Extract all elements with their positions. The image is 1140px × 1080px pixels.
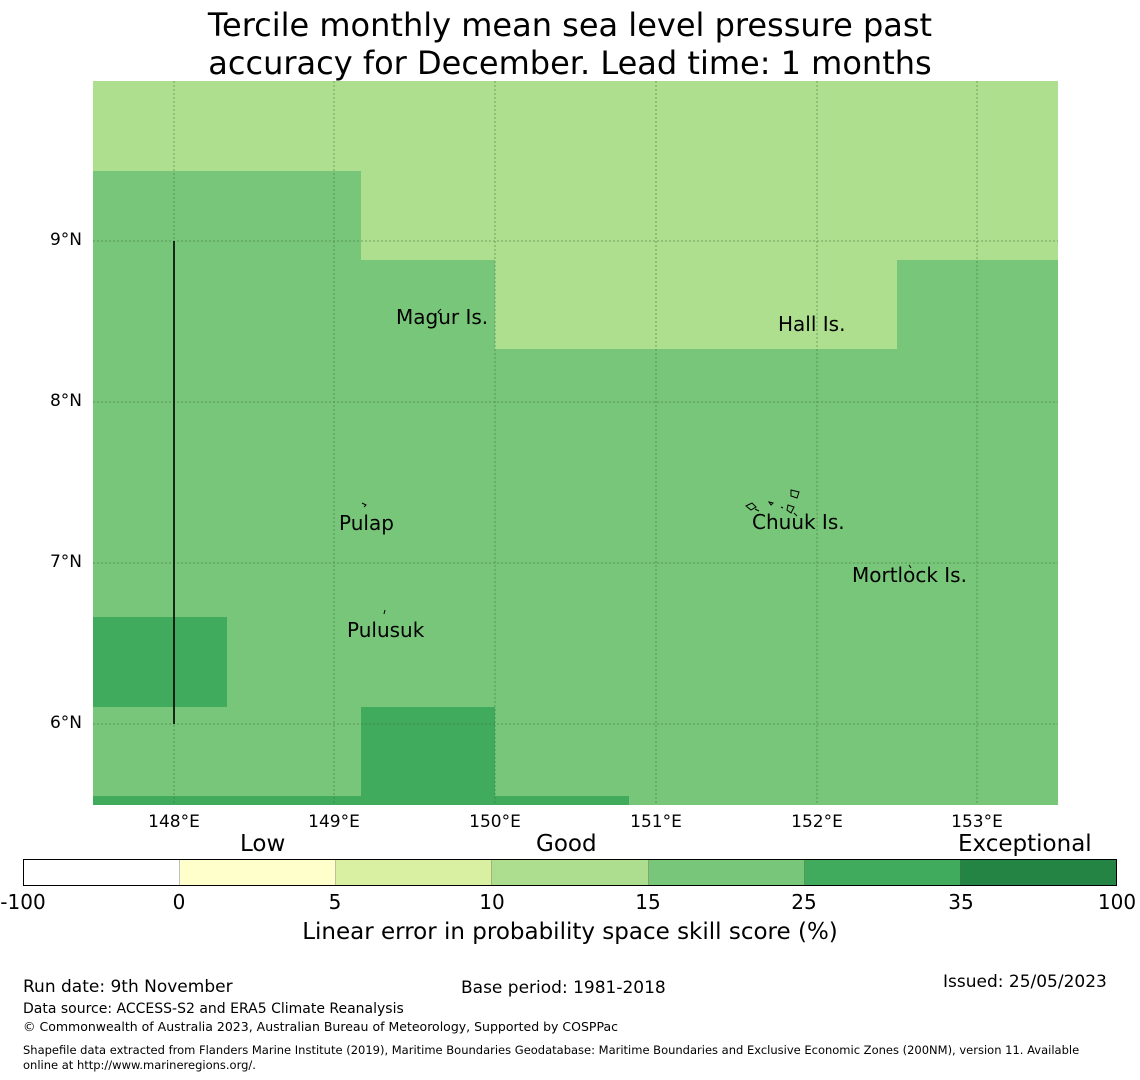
lat-label-9n: 9°N: [49, 230, 82, 250]
island-chuuk-reef: [745, 489, 800, 517]
gridlines: [93, 81, 1058, 805]
region-skill-15-25-bottom-right: [629, 796, 1058, 805]
colorbar-category-exceptional: Exceptional: [958, 831, 1092, 857]
chart-title: Tercile monthly mean sea level pressure …: [0, 6, 1140, 82]
colorbar-category-good: Good: [536, 831, 597, 857]
copyright-notice: © Commonwealth of Australia 2023, Austra…: [23, 1019, 618, 1034]
lon-label-150e: 150°E: [469, 812, 521, 832]
colorbar-category-low: Low: [240, 831, 286, 857]
island-pulap: [361, 502, 367, 508]
shapefile-credit-line-1: Shapefile data extracted from Flanders M…: [23, 1043, 1080, 1057]
lon-label-153e: 153°E: [951, 812, 1003, 832]
place-label-mortlock: Mortlock Is.: [852, 563, 967, 587]
title-line-2: accuracy for December. Lead time: 1 mont…: [208, 44, 932, 82]
place-label-pulusuk: Pulusuk: [347, 618, 425, 642]
colorbar-segment-neg100-0: [24, 860, 181, 885]
colorbar-segment-0-5: [180, 860, 337, 885]
region-skill-25-35-southwest: [93, 617, 227, 707]
colorbar-label: Linear error in probability space skill …: [302, 919, 838, 945]
base-period: Base period: 1981-2018: [461, 978, 666, 998]
map-canvas: [93, 81, 1058, 805]
region-skill-25-35-bottom-strip: [93, 796, 629, 805]
colorbar-tick-100: 100: [1097, 890, 1137, 914]
place-label-magur: Magur Is.: [396, 305, 489, 329]
region-skill-15-25-west: [93, 171, 361, 805]
lon-label-152e: 152°E: [791, 812, 843, 832]
island-pulusuk: [383, 609, 386, 615]
colorbar-tick-25: 25: [791, 890, 817, 914]
colorbar-tick-15: 15: [635, 890, 661, 914]
colorbar-segment-15-25: [648, 860, 805, 885]
colorbar-segment-35-100: [960, 860, 1116, 885]
lat-label-6n: 6°N: [49, 713, 82, 733]
place-label-chuuk: Chuuk Is.: [752, 510, 845, 534]
lat-label-7n: 7°N: [49, 552, 82, 572]
colorbar-segment-5-10: [336, 860, 493, 885]
colorbar-tick-10: 10: [479, 890, 505, 914]
shapefile-credit-line-2: online at http://www.marineregions.org/.: [23, 1058, 256, 1072]
lon-label-151e: 151°E: [630, 812, 682, 832]
place-label-hall: Hall Is.: [778, 312, 846, 336]
title-line-1: Tercile monthly mean sea level pressure …: [207, 6, 933, 44]
colorbar-segment-10-15: [492, 860, 649, 885]
colorbar: [23, 859, 1117, 886]
colorbar-tick-35: 35: [948, 890, 974, 914]
colorbar-tick-0: 0: [172, 890, 186, 914]
island-mortlock: [908, 564, 912, 569]
colorbar-segment-25-35: [804, 860, 961, 885]
lon-label-149e: 149°E: [308, 812, 360, 832]
island-outlines: [361, 308, 912, 615]
place-label-pulap: Pulap: [339, 511, 394, 535]
skill-score-map: [93, 81, 1058, 805]
run-date: Run date: 9th November: [23, 977, 233, 997]
region-skill-25-35-south: [361, 707, 495, 805]
island-magur: [437, 308, 442, 315]
colorbar-tick-neg100: -100: [0, 890, 46, 914]
lat-label-8n: 8°N: [49, 391, 82, 411]
colorbar-tick-5: 5: [328, 890, 342, 914]
issued-date: Issued: 25/05/2023: [943, 972, 1107, 992]
region-skill-15-25-central: [495, 349, 897, 805]
lon-label-148e: 148°E: [148, 812, 200, 832]
data-source: Data source: ACCESS-S2 and ERA5 Climate …: [23, 1001, 404, 1017]
